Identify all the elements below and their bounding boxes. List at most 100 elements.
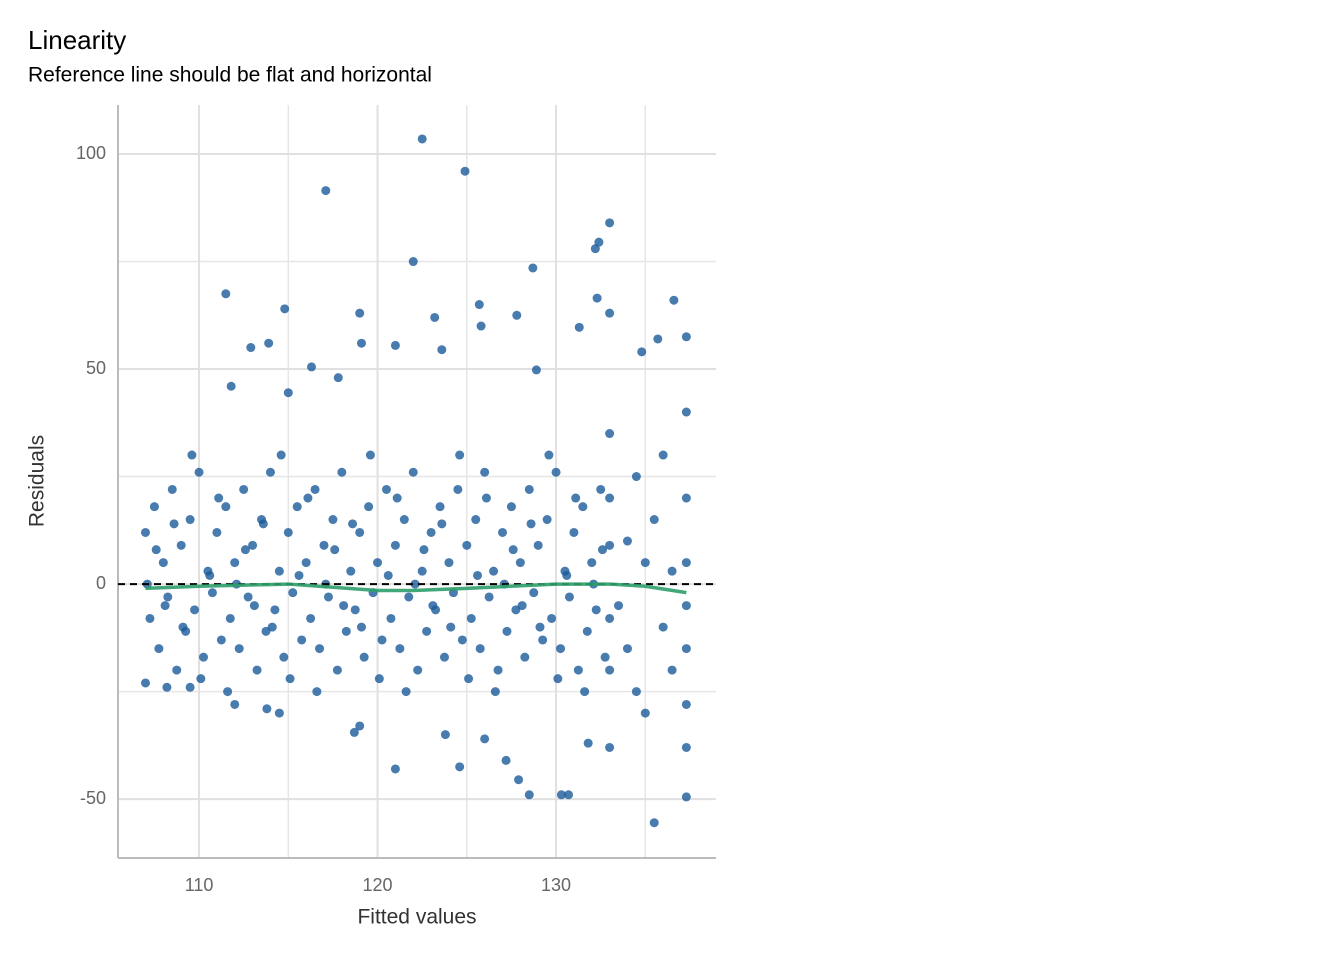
point — [364, 502, 374, 512]
point — [185, 682, 195, 692]
point — [533, 540, 543, 550]
point — [637, 347, 647, 357]
point — [457, 635, 467, 645]
point — [390, 764, 400, 774]
point — [466, 613, 476, 623]
point — [571, 493, 581, 503]
point — [681, 792, 691, 802]
point — [592, 293, 602, 303]
point — [323, 592, 333, 602]
point — [653, 334, 663, 344]
point — [428, 601, 438, 611]
point — [285, 674, 295, 684]
point — [517, 601, 527, 611]
point — [474, 300, 484, 310]
point — [512, 310, 522, 320]
point — [600, 652, 610, 662]
point — [212, 527, 222, 537]
point — [274, 566, 284, 576]
point — [140, 678, 150, 688]
point — [667, 566, 677, 576]
point — [681, 601, 691, 611]
point — [520, 652, 530, 662]
point — [681, 644, 691, 654]
point — [649, 515, 659, 525]
point — [498, 527, 508, 537]
point — [390, 540, 400, 550]
point — [547, 613, 557, 623]
point — [355, 527, 365, 537]
point — [374, 674, 384, 684]
point — [417, 566, 427, 576]
point — [381, 484, 391, 494]
point — [145, 613, 155, 623]
point — [167, 484, 177, 494]
point — [355, 721, 365, 731]
point — [605, 665, 615, 675]
point — [515, 558, 525, 568]
point — [246, 343, 256, 353]
point — [464, 674, 474, 684]
point — [248, 540, 258, 550]
point — [681, 742, 691, 752]
point — [640, 708, 650, 718]
point — [221, 289, 231, 299]
point — [230, 558, 240, 568]
point — [160, 601, 170, 611]
point — [319, 540, 329, 550]
point — [321, 186, 331, 196]
point — [270, 605, 280, 615]
point — [553, 674, 563, 684]
point — [462, 540, 472, 550]
point — [292, 502, 302, 512]
point — [455, 450, 465, 460]
point — [574, 322, 584, 332]
y-tick-label: 100 — [76, 143, 106, 163]
point — [597, 545, 607, 555]
point — [258, 519, 268, 529]
point — [267, 622, 277, 632]
point — [524, 790, 534, 800]
point — [535, 622, 545, 632]
point — [280, 304, 290, 314]
point — [605, 429, 615, 439]
point — [681, 407, 691, 417]
x-tick-label: 110 — [185, 875, 214, 895]
point — [582, 626, 592, 636]
point — [190, 605, 200, 615]
point — [580, 687, 590, 697]
point — [386, 613, 396, 623]
x-axis-label: Fitted values — [357, 906, 476, 929]
point — [622, 644, 632, 654]
point — [667, 665, 677, 675]
x-tick-label: 120 — [363, 875, 393, 895]
point — [330, 545, 340, 555]
point — [151, 545, 161, 555]
point — [149, 502, 159, 512]
point — [514, 775, 524, 785]
point — [401, 687, 411, 697]
point — [440, 730, 450, 740]
chart-title: Linearity — [28, 25, 126, 55]
point — [297, 635, 307, 645]
point — [214, 493, 224, 503]
point — [528, 263, 538, 273]
point — [243, 592, 253, 602]
point — [390, 340, 400, 350]
point — [350, 605, 360, 615]
point — [279, 652, 289, 662]
point — [249, 601, 259, 611]
point — [239, 484, 249, 494]
point — [207, 588, 217, 598]
point — [573, 665, 583, 675]
point — [526, 519, 536, 529]
point — [631, 687, 641, 697]
point — [359, 652, 369, 662]
point — [163, 592, 173, 602]
point — [542, 515, 552, 525]
point — [583, 738, 593, 748]
point — [551, 467, 561, 477]
point — [383, 570, 393, 580]
y-tick-label: 0 — [96, 573, 106, 593]
point — [276, 450, 286, 460]
